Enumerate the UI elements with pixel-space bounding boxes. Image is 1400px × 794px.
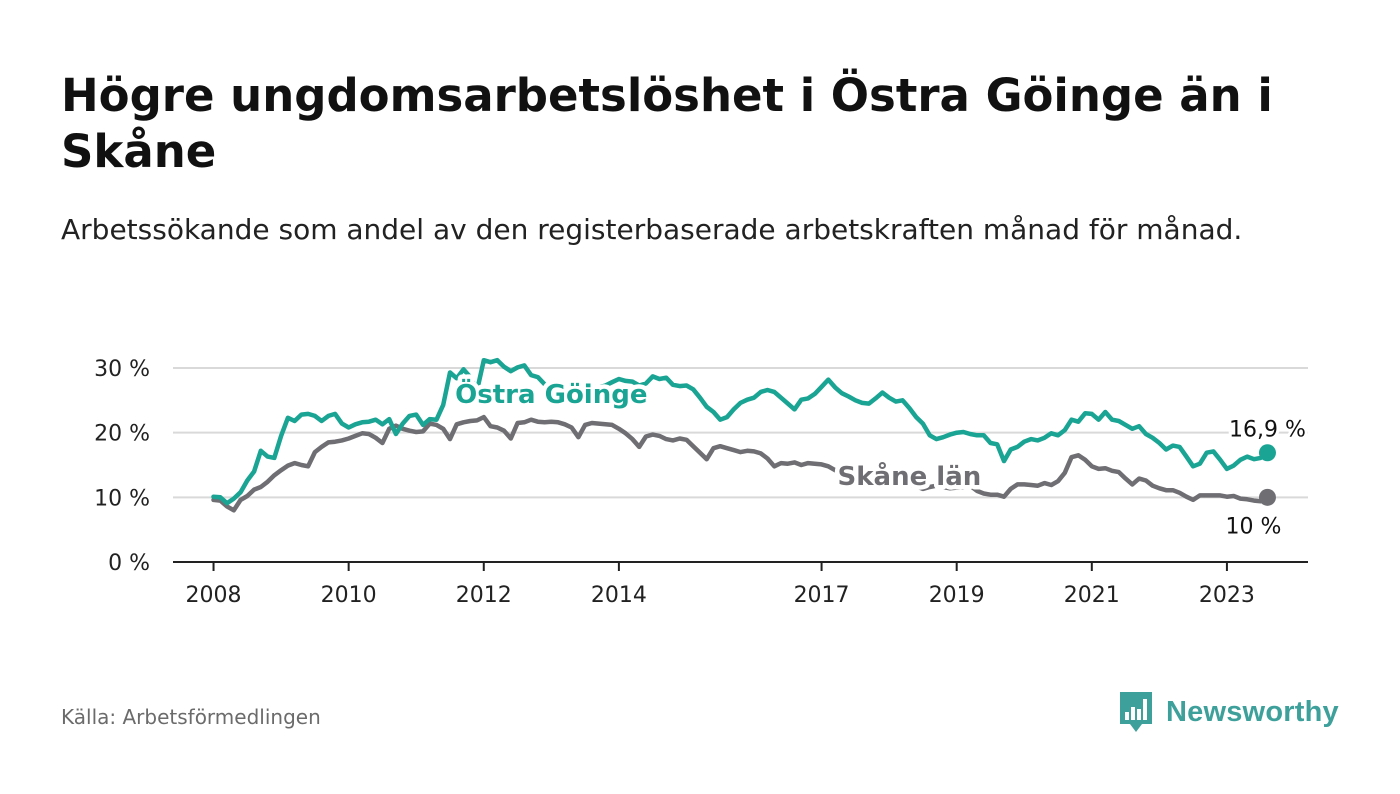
y-tick-label: 10 % [94, 486, 150, 511]
end-value-label-ostra-goinge: 16,9 % [1229, 418, 1306, 443]
y-tick-label: 20 % [94, 422, 150, 447]
end-point-skane-lan [1258, 488, 1276, 506]
chart-subtitle: Arbetssökande som andel av den registerb… [61, 213, 1243, 246]
x-tick-label: 2023 [1199, 583, 1255, 608]
series-line-skane-lan [211, 414, 1270, 513]
series-label-skane-lan: Skåne län [838, 460, 982, 492]
x-tick-label: 2019 [929, 583, 985, 608]
series-line-ostra-goinge [211, 357, 1270, 506]
newsworthy-logo[interactable]: Newsworthy [1118, 690, 1339, 734]
end-point-ostra-goinge [1258, 444, 1276, 462]
end-value-label-skane-lan: 10 % [1226, 514, 1282, 539]
series-labels: Östra Göinge Skåne län 16,9 % 10 % [451, 372, 1309, 542]
brand-name: Newsworthy [1166, 695, 1339, 728]
x-tick-label: 2021 [1064, 583, 1120, 608]
chart-title: Högre ungdomsarbetslöshet i Östra Göinge… [61, 69, 1273, 178]
source-note: Källa: Arbetsförmedlingen [61, 705, 321, 729]
x-tick-label: 2010 [321, 583, 377, 608]
axes: 0 % 10 % 20 % 30 % 2008 2010 2012 2014 2017 2019 2… [94, 357, 1308, 608]
series-label-ostra-goinge: Östra Göinge [455, 377, 647, 410]
x-tick-label: 2008 [186, 583, 242, 608]
y-tick-label: 0 % [108, 551, 150, 576]
x-tick-label: 2012 [456, 583, 512, 608]
series-lines [211, 357, 1276, 513]
bar-chart-bubble-icon [1120, 692, 1152, 732]
y-tick-label: 30 % [94, 357, 150, 382]
x-tick-label: 2014 [591, 583, 647, 608]
x-tick-label: 2017 [794, 583, 850, 608]
